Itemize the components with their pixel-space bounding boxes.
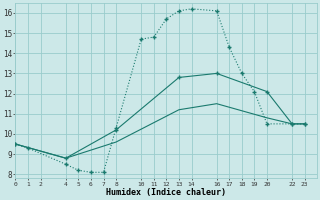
X-axis label: Humidex (Indice chaleur): Humidex (Indice chaleur) — [106, 188, 226, 197]
